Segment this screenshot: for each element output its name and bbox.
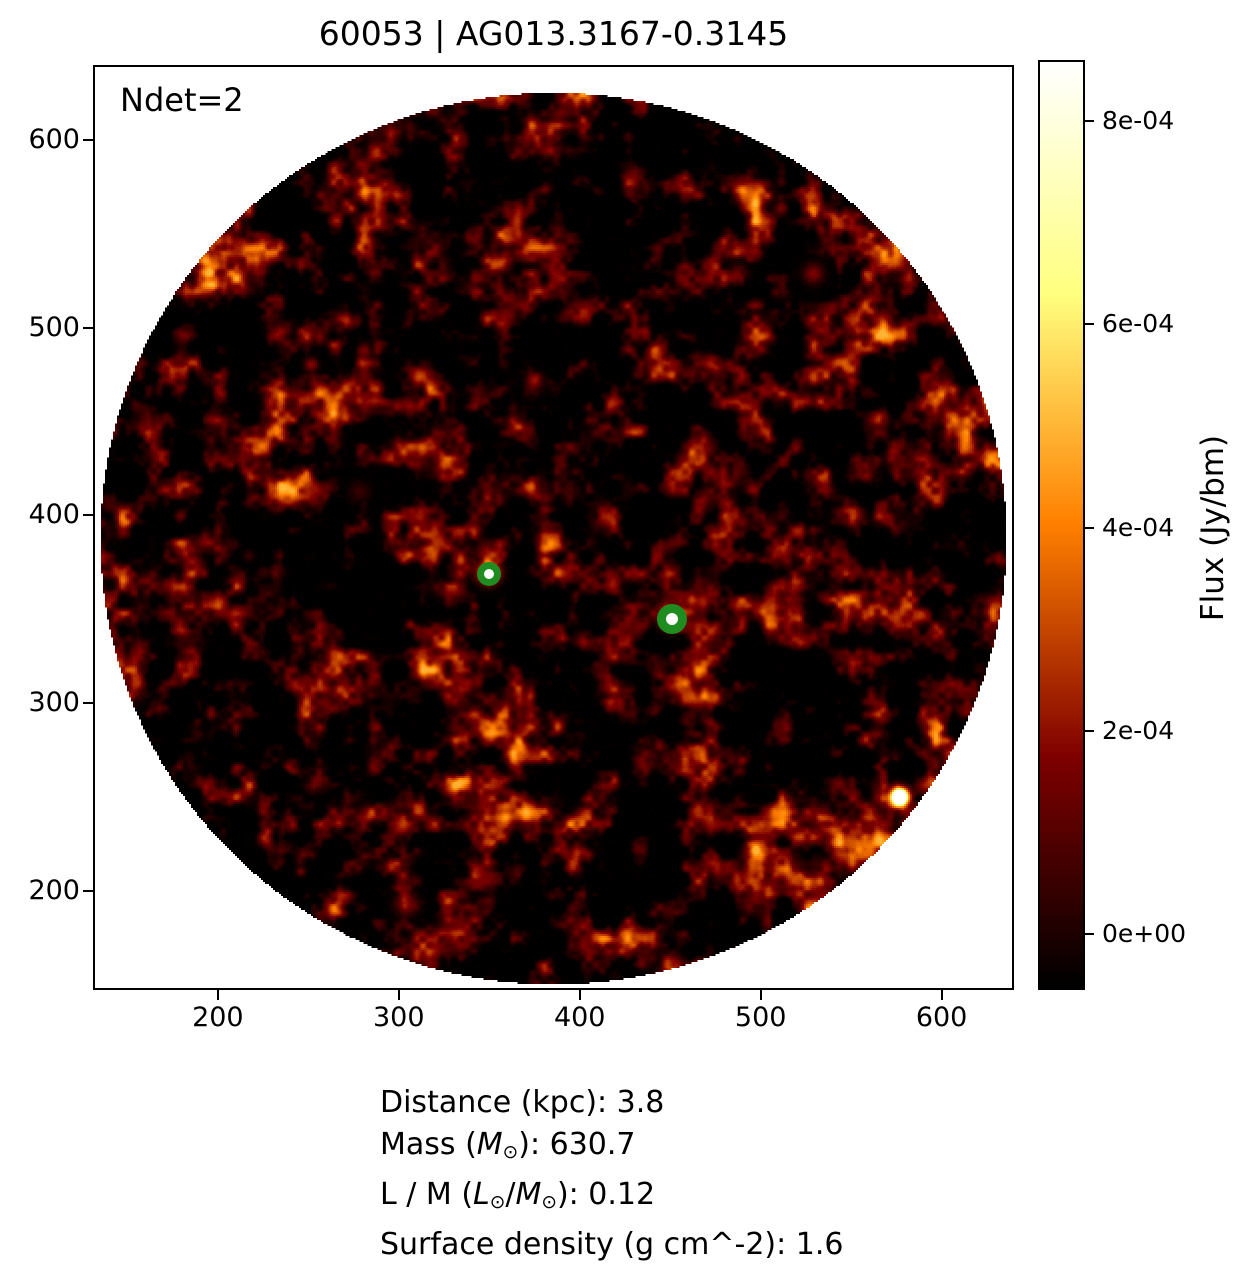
info-text-segment: L / M ( [380,1177,474,1213]
x-tick-mark [940,990,943,1000]
colorbar-tick-label: 4e-04 [1102,512,1175,542]
y-tick-mark [83,139,93,142]
plot-area: Ndet=2 [93,65,1014,990]
info-text-segment: / [505,1177,516,1213]
x-tick-label: 200 [192,1002,244,1033]
colorbar-tick-label: 2e-04 [1102,715,1175,745]
info-text-segment: Distance (kpc): 3.8 [380,1085,665,1120]
colorbar-tick-mark [1085,526,1094,529]
y-tick-label: 600 [28,124,80,156]
x-tick-mark [216,990,219,1000]
y-tick-label: 300 [28,686,80,718]
colorbar-tick-label: 8e-04 [1102,105,1175,135]
info-text-segment: Surface density (g cm^-2): 1.6 [380,1227,844,1263]
ndet-annotation: Ndet=2 [120,81,244,119]
info-text-segment: Mass ( [380,1127,477,1162]
y-tick-label: 200 [28,874,80,906]
x-tick-label: 600 [915,1002,968,1033]
colorbar-tick-mark [1085,933,1094,936]
y-tick-mark [83,514,93,517]
colorbar-tick-label: 6e-04 [1102,309,1175,339]
info-line: Distance (kpc): 3.8 [380,1082,843,1124]
colorbar-gradient [1040,62,1083,988]
x-tick-label: 500 [734,1002,787,1033]
sun-symbol: ⊙ [489,1192,506,1214]
colorbar-tick-mark [1085,119,1094,122]
x-tick-mark [759,990,762,1000]
y-tick-mark [83,889,93,892]
x-tick-mark [397,990,400,1000]
x-tick-mark [578,990,581,1000]
colorbar-tick-mark [1085,323,1094,326]
y-tick-label: 400 [28,499,80,531]
info-line: L / M (L⊙/M⊙): 0.12 [380,1174,843,1224]
colorbar-tick-label: 0e+00 [1102,919,1187,949]
info-text-segment: M [476,1127,503,1162]
y-tick-mark [83,326,93,329]
colorbar-tick-mark [1085,729,1094,732]
flux-map-canvas [95,67,1012,988]
info-text-segment: ): 0.12 [556,1177,656,1213]
plot-title: 60053 | AG013.3167-0.3145 [318,14,789,53]
info-text-segment: L [473,1177,490,1213]
info-text-segment: M [515,1177,542,1213]
detection-marker [477,561,502,586]
info-panel: Distance (kpc): 3.8 Mass (M⊙): 630.7 L / M… [380,1082,843,1266]
info-text-segment: ): 630.7 [518,1127,636,1162]
x-tick-label: 400 [553,1002,606,1033]
colorbar-axis-label: Flux (Jy/bm) [1195,434,1231,622]
sun-symbol: ⊙ [502,1142,519,1164]
info-line: Surface density (g cm^-2): 1.6 [380,1224,843,1266]
detection-marker [657,603,688,634]
sun-symbol: ⊙ [541,1192,557,1214]
y-tick-label: 500 [28,311,80,343]
colorbar [1038,60,1085,990]
info-line: Mass (M⊙): 630.7 [380,1124,843,1174]
y-tick-mark [83,701,93,704]
x-tick-label: 300 [373,1002,425,1033]
